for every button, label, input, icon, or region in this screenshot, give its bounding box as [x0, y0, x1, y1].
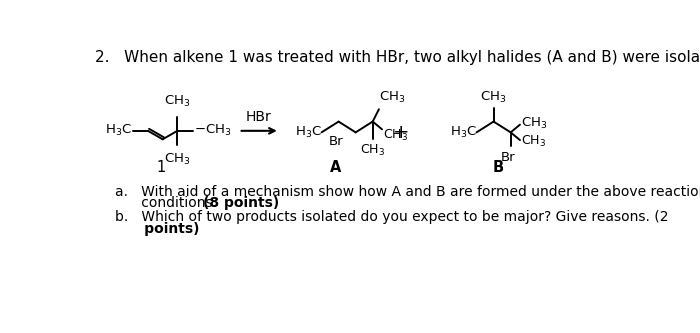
- Text: a.   With aid of a mechanism show how A and B are formed under the above reactio: a. With aid of a mechanism show how A an…: [115, 185, 700, 199]
- Text: H$_3$C: H$_3$C: [450, 125, 477, 140]
- Text: Br: Br: [501, 151, 516, 164]
- Text: CH$_3$: CH$_3$: [164, 94, 190, 109]
- Text: H$_3$C: H$_3$C: [295, 125, 322, 140]
- Text: conditions.: conditions.: [115, 196, 221, 210]
- Text: b.   Which of two products isolated do you expect to be major? Give reasons. (2: b. Which of two products isolated do you…: [115, 210, 668, 224]
- Text: A: A: [330, 160, 341, 174]
- Text: Br: Br: [329, 136, 344, 149]
- Text: points): points): [115, 222, 199, 236]
- Text: $-$CH$_3$: $-$CH$_3$: [194, 123, 231, 139]
- Text: (8 points): (8 points): [203, 196, 279, 210]
- Text: 1: 1: [157, 160, 166, 174]
- Text: CH$_3$: CH$_3$: [164, 153, 190, 167]
- Text: HBr: HBr: [246, 110, 272, 124]
- Text: CH$_3$: CH$_3$: [480, 90, 507, 105]
- Text: CH$_3$: CH$_3$: [379, 90, 405, 105]
- Text: 2.   When alkene 1 was treated with HBr, two alkyl halides (A and B) were isolat: 2. When alkene 1 was treated with HBr, t…: [95, 50, 700, 65]
- Text: CH$_3$: CH$_3$: [521, 116, 547, 131]
- Text: CH$_3$: CH$_3$: [521, 134, 546, 149]
- Text: +: +: [393, 123, 410, 142]
- Text: B: B: [493, 160, 504, 174]
- Text: H$_3$C: H$_3$C: [104, 123, 132, 139]
- Text: CH$_3$: CH$_3$: [383, 128, 408, 143]
- Text: CH$_3$: CH$_3$: [360, 143, 385, 158]
